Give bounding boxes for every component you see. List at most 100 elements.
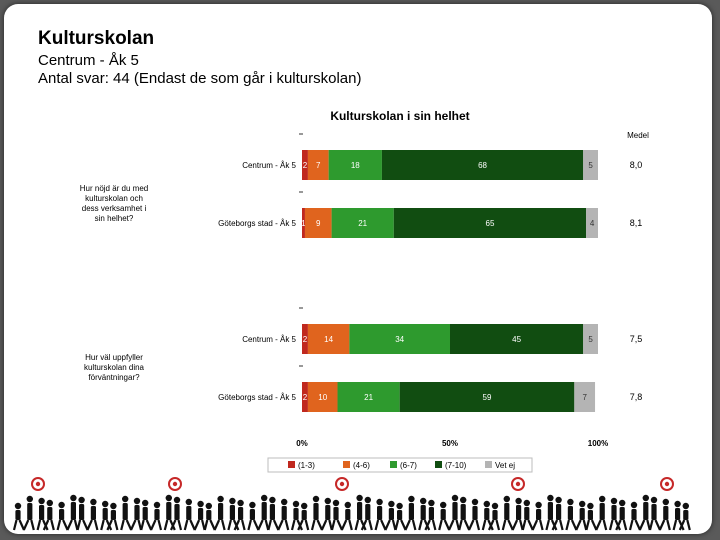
person-silhouette-icon xyxy=(78,496,85,504)
person-silhouette-icon xyxy=(217,495,224,503)
person-silhouette-icon xyxy=(297,519,304,531)
bar-segment xyxy=(307,382,338,412)
person-silhouette-icon xyxy=(611,505,617,520)
person-silhouette-icon xyxy=(619,499,626,507)
person-silhouette-icon xyxy=(277,519,284,531)
person-silhouette-icon xyxy=(14,502,22,510)
person-silhouette-icon xyxy=(619,507,625,520)
person-silhouette-icon xyxy=(269,496,276,504)
person-silhouette-icon xyxy=(198,508,204,520)
mean-value: 7,8 xyxy=(630,392,643,402)
bar-segment xyxy=(574,382,596,412)
bar-segment xyxy=(302,150,308,180)
person-silhouette-icon xyxy=(397,510,403,520)
person-silhouette-icon xyxy=(177,519,183,531)
person-silhouette-icon xyxy=(503,495,510,503)
person-silhouette-icon xyxy=(388,500,395,508)
person-silhouette-icon xyxy=(93,519,99,531)
person-silhouette-icon xyxy=(536,509,542,520)
person-silhouette-icon xyxy=(357,502,363,520)
person-silhouette-icon xyxy=(100,519,105,531)
data-label: 65 xyxy=(486,219,495,228)
person-silhouette-icon xyxy=(267,519,272,531)
person-silhouette-icon xyxy=(27,503,33,520)
bar-segment xyxy=(349,324,450,354)
person-silhouette-icon xyxy=(472,506,478,520)
data-label: 2 xyxy=(303,161,308,170)
person-silhouette-icon xyxy=(507,519,514,531)
person-silhouette-icon xyxy=(400,519,407,531)
data-label: 45 xyxy=(512,335,521,344)
person-silhouette-icon xyxy=(460,496,467,504)
person-silhouette-icon xyxy=(587,510,593,520)
person-silhouette-icon xyxy=(110,502,117,510)
data-label: 10 xyxy=(318,393,327,402)
person-silhouette-icon xyxy=(339,481,345,487)
person-silhouette-icon xyxy=(316,519,324,531)
person-silhouette-icon xyxy=(467,519,475,531)
data-label: 59 xyxy=(483,393,492,402)
slide: Kulturskolan Centrum - Åk 5 Antal svar: … xyxy=(4,4,712,534)
person-silhouette-icon xyxy=(662,498,669,506)
bar-segment xyxy=(302,324,308,354)
person-silhouette-icon xyxy=(185,498,192,506)
person-silhouette-icon xyxy=(481,519,487,531)
respondent-count: Antal svar: 44 (Endast de som går i kult… xyxy=(38,70,362,87)
person-silhouette-icon xyxy=(35,481,41,487)
person-silhouette-icon xyxy=(59,509,65,520)
person-silhouette-icon xyxy=(50,519,55,531)
person-silhouette-icon xyxy=(120,519,125,531)
person-silhouette-icon xyxy=(630,501,638,509)
person-silhouette-icon xyxy=(675,508,681,520)
person-silhouette-icon xyxy=(79,504,85,520)
person-silhouette-icon xyxy=(90,498,97,506)
data-label: 4 xyxy=(590,219,595,228)
person-silhouette-icon xyxy=(599,503,605,520)
person-silhouette-icon xyxy=(46,499,53,507)
data-label: 21 xyxy=(364,393,373,402)
person-silhouette-icon xyxy=(39,505,45,520)
person-silhouette-icon xyxy=(545,519,550,531)
person-silhouette-icon xyxy=(301,510,307,520)
person-silhouette-icon xyxy=(516,505,522,520)
person-silhouette-icon xyxy=(42,519,50,531)
person-silhouette-icon xyxy=(610,497,618,505)
person-silhouette-icon xyxy=(672,519,678,531)
legend-label: (7-10) xyxy=(445,461,467,470)
bar-segment xyxy=(450,324,584,354)
person-silhouette-icon xyxy=(197,500,204,508)
person-silhouette-icon xyxy=(340,519,348,531)
data-label: 18 xyxy=(351,161,360,170)
person-silhouette-icon xyxy=(229,505,235,520)
person-silhouette-icon xyxy=(460,504,466,520)
person-silhouette-icon xyxy=(281,506,287,520)
person-silhouette-icon xyxy=(650,496,658,504)
person-silhouette-icon xyxy=(70,502,76,520)
person-silhouette-icon xyxy=(38,497,45,505)
person-silhouette-icon xyxy=(247,519,252,531)
mean-value: 8,1 xyxy=(630,218,643,228)
person-silhouette-icon xyxy=(333,507,339,520)
person-silhouette-icon xyxy=(30,519,35,531)
person-silhouette-icon xyxy=(56,519,62,531)
person-silhouette-icon xyxy=(249,509,255,520)
person-silhouette-icon xyxy=(539,519,544,531)
x-tick-label: 100% xyxy=(588,439,608,448)
person-silhouette-icon xyxy=(238,507,244,520)
person-silhouette-icon xyxy=(683,510,689,520)
bar-segment xyxy=(307,150,329,180)
person-silhouette-icon xyxy=(664,481,670,487)
person-silhouette-icon xyxy=(631,509,637,520)
x-tick-label: 0% xyxy=(296,439,308,448)
person-silhouette-icon xyxy=(269,504,275,520)
person-silhouette-icon xyxy=(193,519,201,531)
person-silhouette-icon xyxy=(428,507,434,520)
person-silhouette-icon xyxy=(186,506,192,520)
person-silhouette-icon xyxy=(599,495,606,503)
person-silhouette-icon xyxy=(643,502,649,520)
person-silhouette-icon xyxy=(272,519,280,531)
person-silhouette-icon xyxy=(145,519,153,531)
person-silhouette-icon xyxy=(292,500,300,508)
person-silhouette-icon xyxy=(495,519,501,531)
person-silhouette-icon xyxy=(380,519,387,531)
